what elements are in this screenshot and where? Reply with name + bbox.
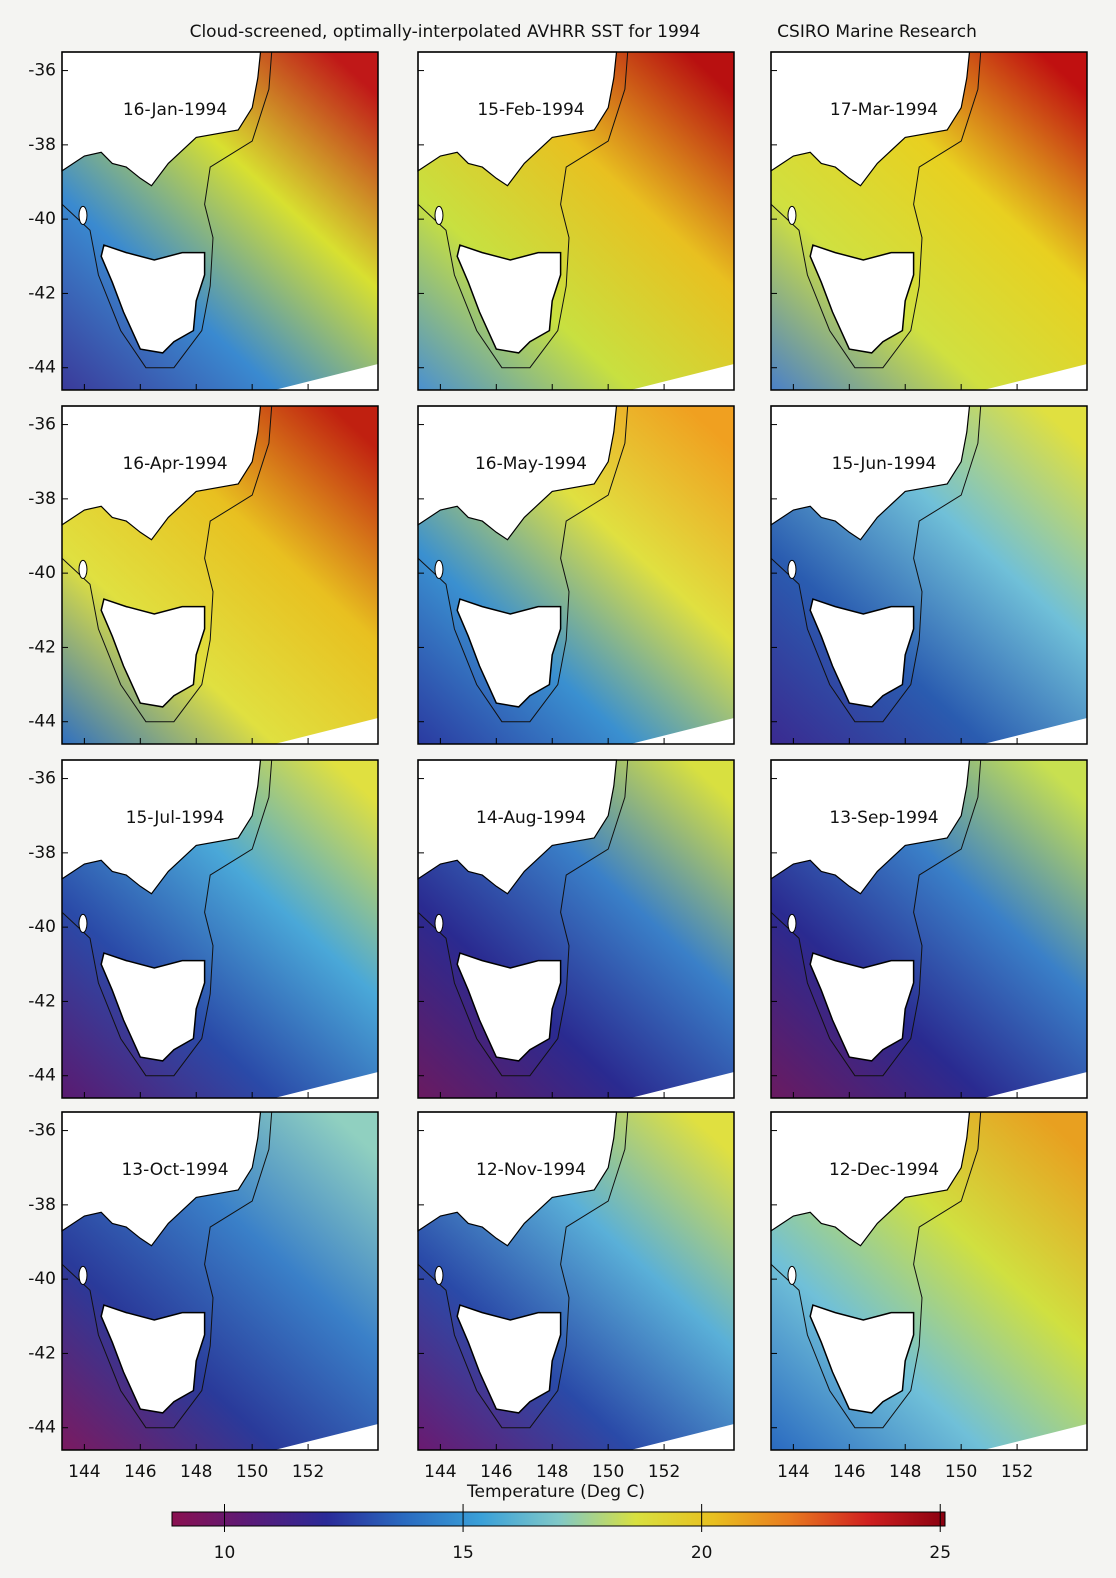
island	[788, 1266, 796, 1284]
x-tick-label: 148	[180, 1462, 212, 1482]
x-tick-label: 150	[945, 1462, 977, 1482]
panel-date: 17-Mar-1994	[830, 100, 938, 120]
y-tick-label: -40	[28, 563, 56, 583]
x-tick-label: 152	[1001, 1462, 1033, 1482]
x-tick-label: 144	[68, 1462, 100, 1482]
x-tick-label: 144	[424, 1462, 456, 1482]
island	[435, 560, 443, 578]
y-tick-label: -36	[28, 415, 56, 435]
x-tick-label: 152	[292, 1462, 324, 1482]
colorbar-tick-label: 20	[691, 1543, 713, 1563]
y-tick-label: -36	[28, 1121, 56, 1141]
y-tick-label: -40	[28, 1269, 56, 1289]
x-tick-label: 144	[777, 1462, 809, 1482]
map-panel: 13-Sep-1994	[771, 760, 1087, 1098]
map-panel: 12-Dec-1994 144 146 148 150 152	[771, 1112, 1087, 1482]
map-panel: 15-Jul-1994 -36 -38 -40 -42 -44	[28, 760, 378, 1098]
x-tick-label: 148	[889, 1462, 921, 1482]
map-panel: 14-Aug-1994	[418, 760, 734, 1098]
panel-date: 14-Aug-1994	[476, 808, 586, 828]
y-tick-label: -38	[28, 135, 56, 155]
panel-date: 16-Apr-1994	[122, 454, 227, 474]
island	[79, 914, 87, 932]
island	[788, 914, 796, 932]
map-panel: 16-Apr-1994 -36 -38 -40 -42 -44	[28, 406, 378, 744]
island	[435, 1266, 443, 1284]
y-tick-label: -40	[28, 209, 56, 229]
colorbar-tick-label: 10	[214, 1543, 236, 1563]
island	[79, 206, 87, 224]
island	[788, 206, 796, 224]
y-tick-label: -44	[28, 1418, 56, 1438]
figure: Cloud-screened, optimally-interpolated A…	[0, 0, 1116, 1578]
panel-date: 12-Nov-1994	[476, 1160, 586, 1180]
map-panel: 15-Jun-1994	[771, 406, 1087, 744]
y-tick-label: -40	[28, 917, 56, 937]
panel-date: 13-Sep-1994	[829, 808, 938, 828]
map-panel: 15-Feb-1994	[418, 52, 734, 390]
panel-date: 15-Feb-1994	[477, 100, 584, 120]
map-panel: 16-May-1994	[418, 406, 734, 744]
y-tick-label: -44	[28, 1066, 56, 1086]
x-tick-label: 152	[648, 1462, 680, 1482]
panel-date: 12-Dec-1994	[829, 1160, 939, 1180]
y-tick-label: -44	[28, 712, 56, 732]
y-tick-label: -42	[28, 283, 56, 303]
x-tick-label: 146	[833, 1462, 865, 1482]
island	[435, 206, 443, 224]
x-tick-label: 148	[536, 1462, 568, 1482]
y-tick-label: -38	[28, 843, 56, 863]
island	[788, 560, 796, 578]
island	[435, 914, 443, 932]
x-tick-label: 150	[236, 1462, 268, 1482]
y-tick-label: -38	[28, 489, 56, 509]
colorbar-tick-label: 25	[929, 1543, 951, 1563]
colorbar-tick-label: 15	[452, 1543, 474, 1563]
page: Cloud-screened, optimally-interpolated A…	[0, 0, 1116, 1578]
map-panel: 17-Mar-1994	[771, 52, 1087, 390]
colorbar	[172, 1512, 945, 1526]
panel-date: 15-Jul-1994	[126, 808, 225, 828]
y-tick-label: -42	[28, 991, 56, 1011]
colorbar-label: Temperature (Deg C)	[466, 1482, 645, 1502]
y-tick-label: -36	[28, 61, 56, 81]
y-tick-label: -38	[28, 1195, 56, 1215]
credit: CSIRO Marine Research	[777, 22, 977, 42]
figure-title: Cloud-screened, optimally-interpolated A…	[190, 22, 701, 42]
x-tick-label: 150	[592, 1462, 624, 1482]
map-panel: 16-Jan-1994 -36 -38 -40 -42 -44	[28, 52, 378, 390]
island	[79, 1266, 87, 1284]
y-tick-label: -42	[28, 1343, 56, 1363]
x-tick-label: 146	[480, 1462, 512, 1482]
map-panel: 13-Oct-1994 -36 -38 -40 -42 -44 144 146 148 150 15…	[28, 1112, 378, 1482]
panel-date: 16-May-1994	[475, 454, 587, 474]
panel-date: 13-Oct-1994	[121, 1160, 228, 1180]
y-tick-label: -42	[28, 637, 56, 657]
map-panel: 12-Nov-1994 144 146 148 150 152	[418, 1112, 734, 1482]
panel-date: 15-Jun-1994	[832, 454, 937, 474]
y-tick-label: -44	[28, 358, 56, 378]
panel-date: 16-Jan-1994	[123, 100, 227, 120]
island	[79, 560, 87, 578]
x-tick-label: 146	[124, 1462, 156, 1482]
y-tick-label: -36	[28, 769, 56, 789]
